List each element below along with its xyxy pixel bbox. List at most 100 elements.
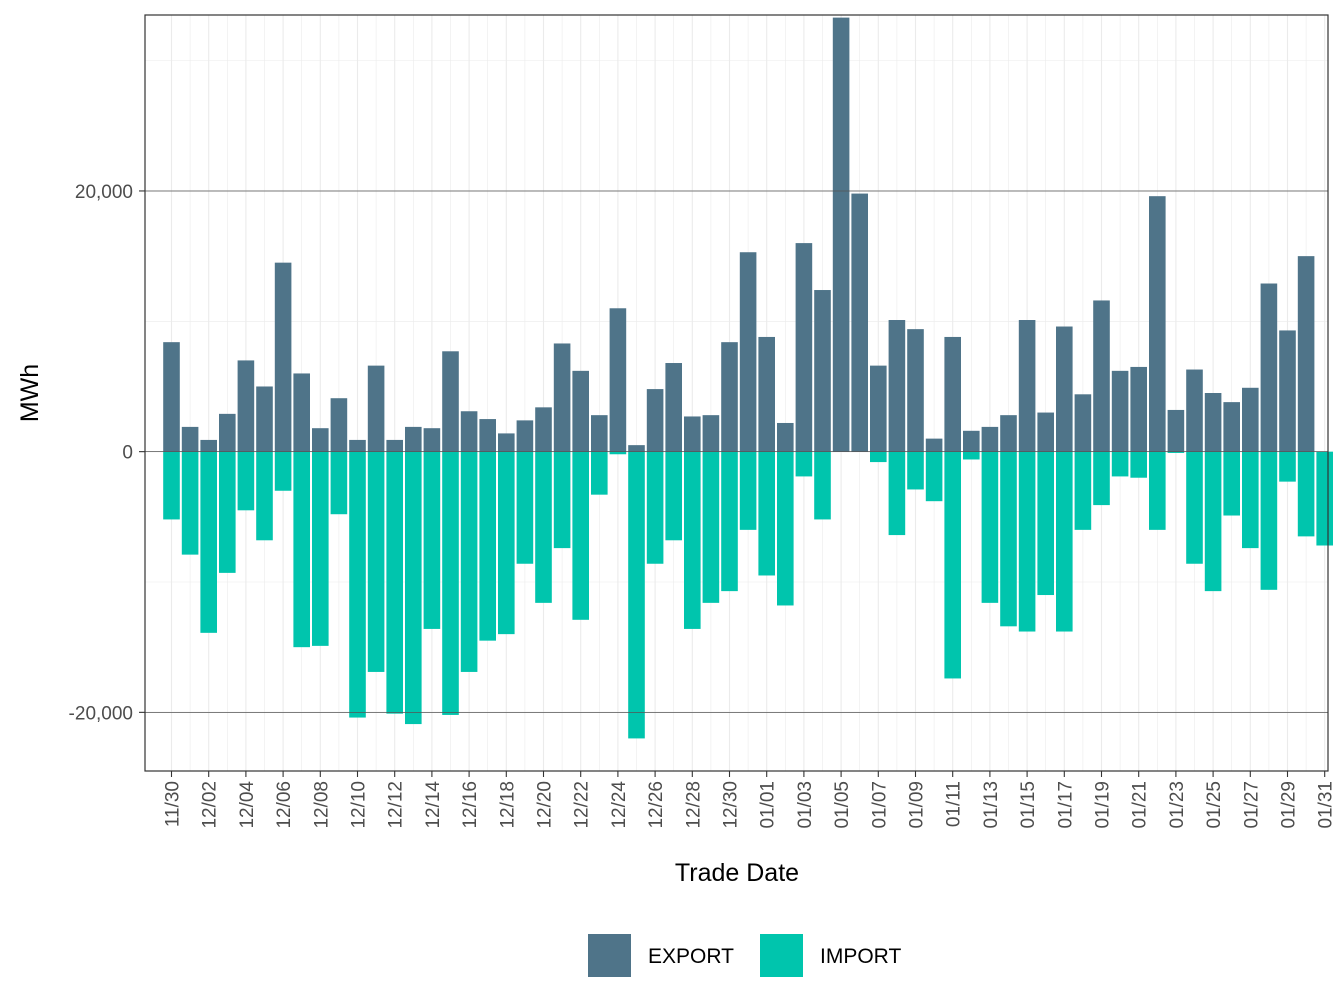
- bar-import: [591, 451, 608, 495]
- bar-import: [1223, 451, 1240, 516]
- x-tick-label: 01/15: [1018, 781, 1039, 829]
- y-tick-label: 0: [122, 443, 133, 464]
- x-tick-label: 12/04: [237, 781, 258, 829]
- bar-export: [1167, 409, 1185, 452]
- bar-export: [423, 428, 441, 452]
- bar-import: [888, 451, 906, 536]
- bar-export: [498, 433, 515, 452]
- bar-import: [498, 451, 515, 635]
- bar-export: [479, 419, 496, 452]
- bar-import: [442, 451, 459, 715]
- bar-import: [1093, 451, 1110, 506]
- x-tick-label: 12/20: [535, 781, 556, 829]
- x-tick-label: 01/17: [1055, 781, 1076, 829]
- bar-export: [944, 336, 961, 452]
- bar-export: [553, 343, 571, 452]
- bar-export: [981, 426, 999, 452]
- bar-export: [1260, 283, 1278, 452]
- bar-export: [665, 363, 682, 452]
- bar-export: [851, 193, 868, 452]
- x-tick-label: 12/22: [572, 781, 593, 829]
- bar-export: [1279, 330, 1296, 452]
- x-tick-label: 01/11: [944, 781, 965, 827]
- bar-export: [1242, 387, 1259, 452]
- bar-export: [349, 439, 366, 452]
- legend-key-import: [760, 934, 803, 977]
- x-tick-label: 01/25: [1204, 781, 1225, 829]
- bar-export: [516, 420, 534, 452]
- bar-import: [312, 451, 329, 646]
- bar-import: [1316, 451, 1333, 546]
- bar-import: [777, 451, 794, 606]
- bar-export: [163, 342, 180, 452]
- bar-export: [832, 17, 850, 452]
- bar-import: [665, 451, 682, 541]
- bar-export: [721, 342, 738, 452]
- x-tick-label: 01/07: [869, 781, 890, 829]
- bar-export: [1130, 366, 1147, 452]
- bar-import: [702, 451, 720, 603]
- y-axis-title: MWh: [16, 364, 44, 422]
- legend-label-export: EXPORT: [648, 945, 734, 968]
- bar-export: [888, 320, 906, 452]
- bar-import: [349, 451, 366, 718]
- bar-import: [739, 451, 757, 530]
- x-tick-label: 01/03: [795, 781, 816, 829]
- bar-import: [274, 451, 292, 491]
- bar-import: [367, 451, 385, 672]
- x-tick-label: 01/05: [832, 781, 853, 829]
- x-tick-label: 12/16: [460, 781, 481, 829]
- bar-import: [1260, 451, 1278, 590]
- bar-export: [795, 243, 813, 452]
- bar-export: [312, 428, 329, 452]
- bar-export: [1204, 393, 1222, 452]
- x-axis-title: Trade Date: [675, 859, 799, 887]
- bar-import: [1130, 451, 1147, 478]
- bar-export: [1093, 300, 1110, 452]
- x-tick-label: 01/29: [1279, 781, 1300, 829]
- x-tick-label: 12/18: [497, 781, 518, 829]
- bar-export: [330, 398, 348, 452]
- x-tick-label: 01/21: [1130, 781, 1151, 829]
- bar-import: [981, 451, 999, 603]
- bar-import: [256, 451, 273, 541]
- bar-export: [907, 329, 924, 452]
- bar-export: [1074, 394, 1092, 452]
- legend-label-import: IMPORT: [820, 945, 901, 968]
- axes: -20,000 0 20,000 11/30 12/02 12/04 12/06 12/08 1…: [69, 182, 1337, 829]
- bar-import: [1037, 451, 1054, 596]
- bar-export: [628, 445, 645, 452]
- bar-import: [405, 451, 422, 725]
- bar-export: [1223, 402, 1240, 452]
- bar-import: [1204, 451, 1222, 592]
- bar-import: [684, 451, 701, 629]
- bar-import: [553, 451, 571, 549]
- bar-import: [200, 451, 217, 633]
- bar-export: [758, 336, 775, 452]
- bar-import: [330, 451, 348, 515]
- bar-import: [795, 451, 813, 477]
- bar-import: [1167, 451, 1185, 453]
- bar-import: [1111, 451, 1129, 477]
- bar-import: [237, 451, 255, 511]
- bar-import: [1018, 451, 1036, 632]
- bar-import: [870, 451, 887, 463]
- bar-export: [572, 370, 589, 452]
- bar-import: [1149, 451, 1166, 530]
- bar-import: [181, 451, 199, 555]
- bar-export: [1149, 196, 1166, 452]
- legend-key-export: [588, 934, 631, 977]
- x-tick-label: 12/28: [683, 781, 704, 829]
- x-tick-label: 12/26: [646, 781, 667, 829]
- bar-export: [814, 290, 831, 452]
- bar-export: [777, 422, 794, 452]
- bar-export: [405, 426, 422, 452]
- x-tick-label: 12/10: [349, 781, 370, 829]
- bar-export: [591, 415, 608, 452]
- bar-export: [460, 411, 478, 452]
- bar-export: [219, 413, 236, 452]
- bar-import: [758, 451, 775, 576]
- bar-import: [721, 451, 738, 592]
- bar-import: [1186, 451, 1203, 564]
